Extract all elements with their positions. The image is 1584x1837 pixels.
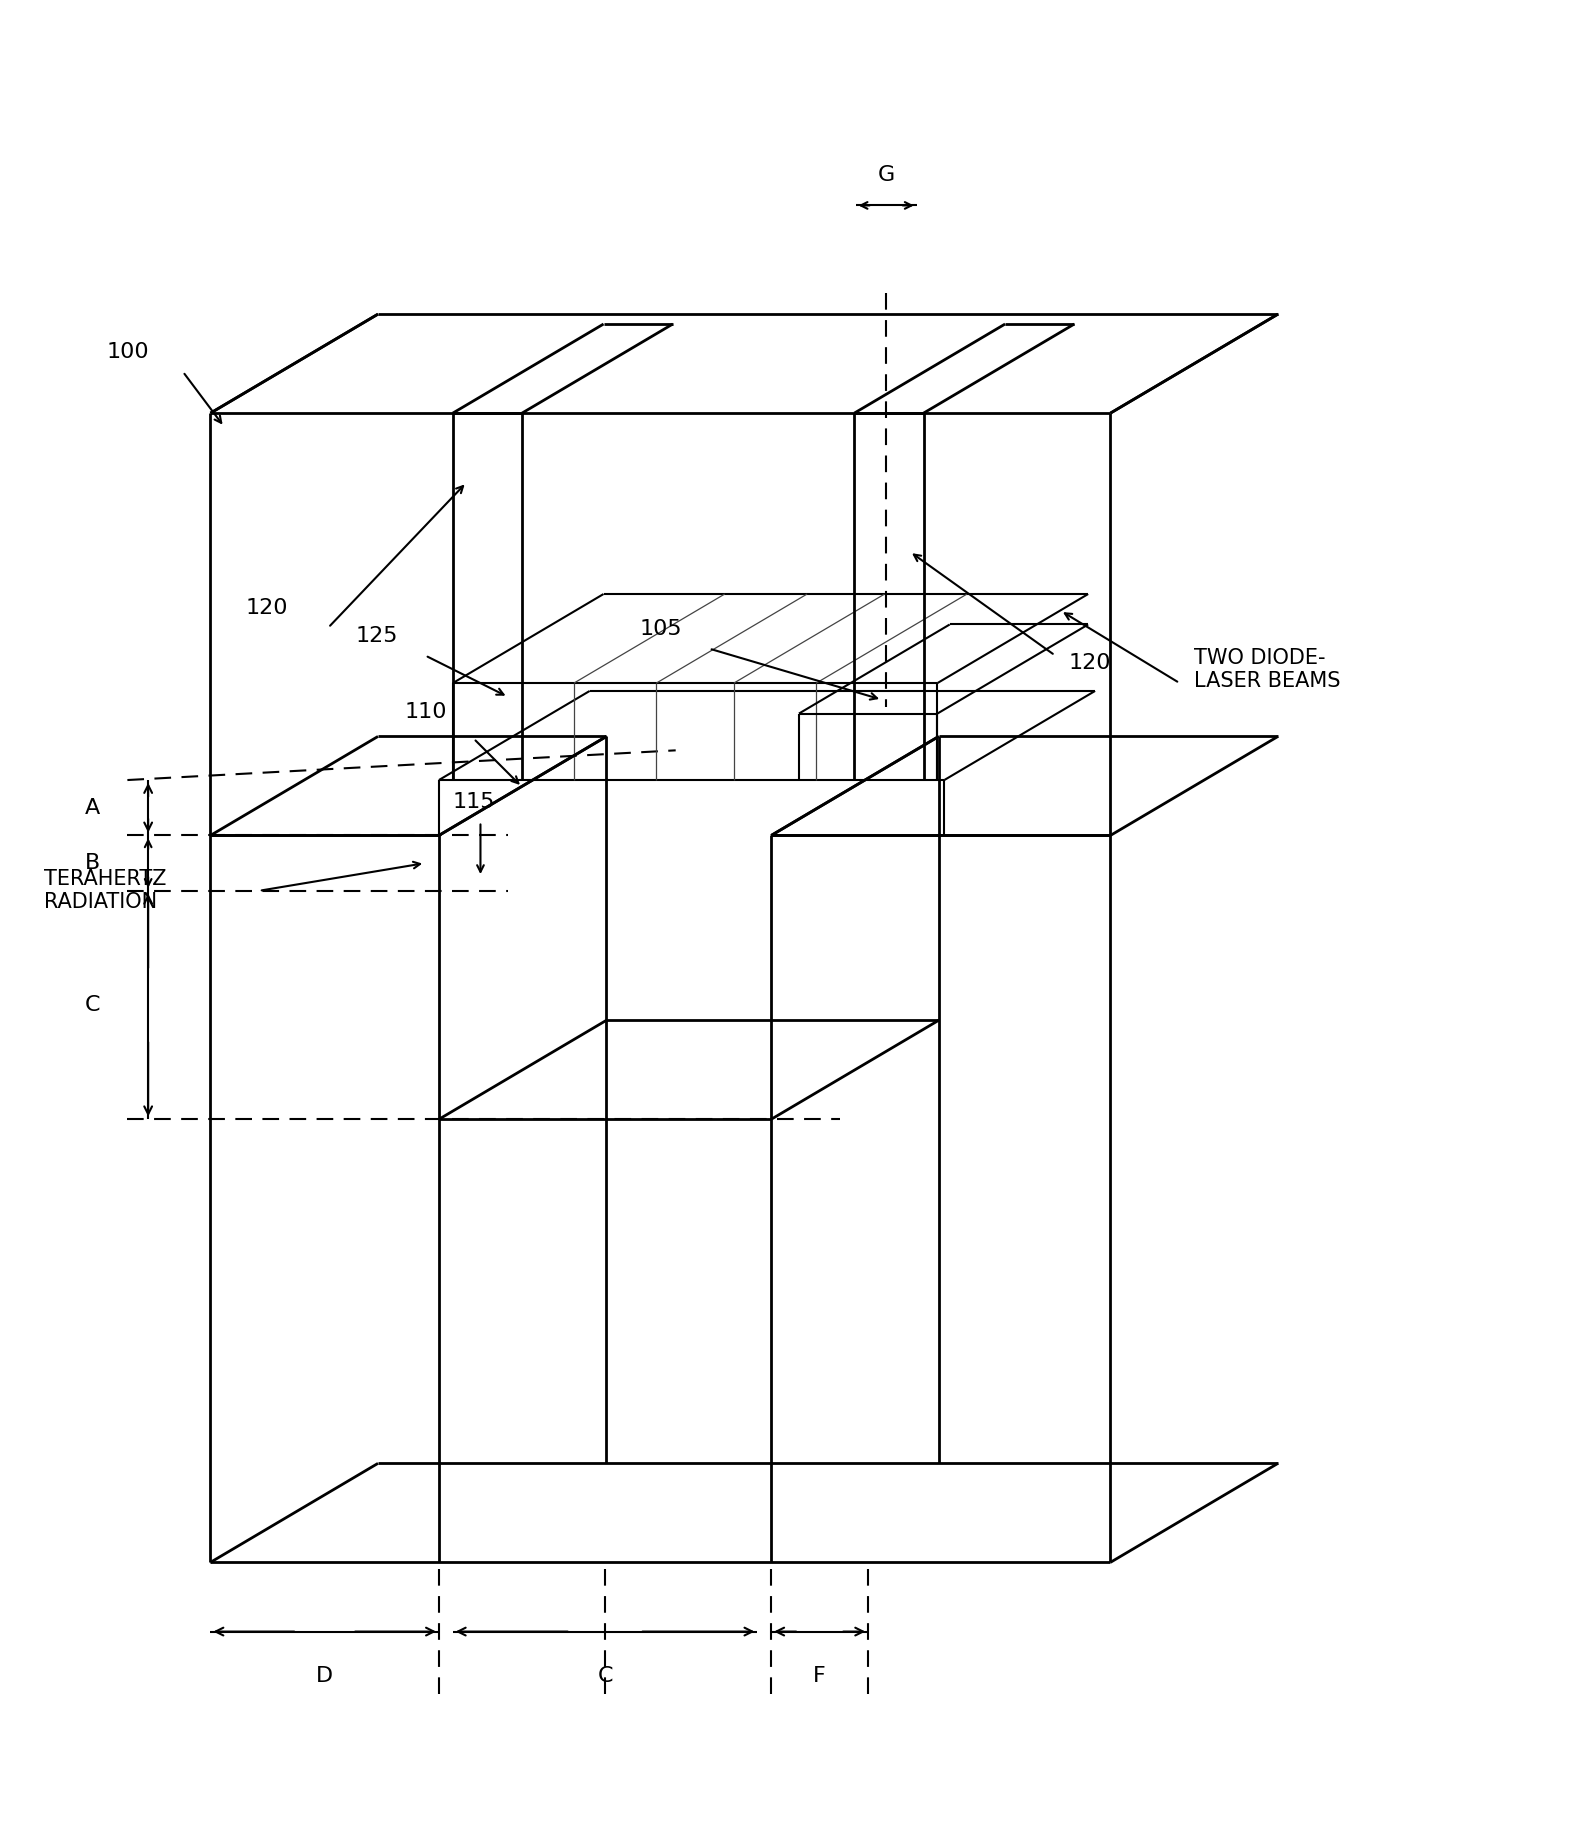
- Text: D: D: [317, 1666, 333, 1686]
- Text: 125: 125: [356, 626, 398, 645]
- Text: TWO DIODE-
LASER BEAMS: TWO DIODE- LASER BEAMS: [1193, 648, 1340, 691]
- Text: TERAHERTZ
RADIATION: TERAHERTZ RADIATION: [44, 869, 166, 913]
- Text: 115: 115: [453, 792, 496, 812]
- Text: 120: 120: [246, 597, 288, 617]
- Text: F: F: [813, 1666, 827, 1686]
- Text: G: G: [878, 165, 895, 186]
- Text: B: B: [86, 852, 100, 873]
- Text: 120: 120: [1069, 654, 1112, 674]
- Text: C: C: [86, 996, 100, 1016]
- Text: 105: 105: [640, 619, 683, 639]
- Text: A: A: [86, 797, 100, 817]
- Text: 100: 100: [106, 342, 149, 362]
- Text: C: C: [597, 1666, 613, 1686]
- Text: 110: 110: [404, 702, 447, 722]
